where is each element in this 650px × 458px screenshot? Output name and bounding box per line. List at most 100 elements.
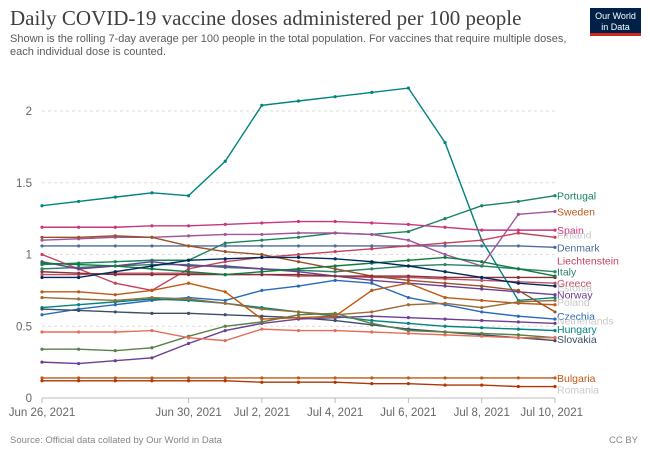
series-point[interactable]	[77, 290, 81, 294]
series-point[interactable]	[296, 376, 301, 380]
series-point[interactable]	[40, 275, 44, 280]
series-point[interactable]	[443, 262, 447, 267]
series-point[interactable]	[223, 301, 227, 305]
series-point[interactable]	[77, 267, 81, 271]
series-point[interactable]	[40, 261, 44, 265]
series-point[interactable]	[260, 244, 264, 248]
series-point[interactable]	[40, 267, 44, 271]
series-point[interactable]	[516, 281, 520, 285]
series-point[interactable]	[553, 293, 557, 297]
series-point[interactable]	[260, 221, 264, 225]
series-point[interactable]	[406, 238, 411, 242]
series-point[interactable]	[406, 281, 411, 285]
series-point[interactable]	[553, 339, 557, 343]
series-point[interactable]	[333, 376, 337, 380]
series-point[interactable]	[443, 241, 447, 245]
series-point[interactable]	[370, 260, 374, 264]
series-point[interactable]	[553, 194, 557, 198]
series-point[interactable]	[443, 295, 447, 300]
series-point[interactable]	[406, 303, 411, 307]
series-point[interactable]	[186, 379, 191, 383]
series-end-label[interactable]: Denmark	[557, 242, 600, 254]
series-end-label[interactable]: Sweden	[557, 206, 595, 218]
series-point[interactable]	[186, 264, 191, 268]
series-point[interactable]	[223, 257, 227, 261]
series-point[interactable]	[516, 231, 520, 235]
series-point[interactable]	[113, 273, 117, 277]
series-point[interactable]	[296, 284, 301, 288]
series-point[interactable]	[406, 376, 411, 380]
series-point[interactable]	[77, 376, 81, 380]
series-point[interactable]	[186, 273, 191, 277]
series-end-label[interactable]: Bulgaria	[557, 373, 596, 385]
series-point[interactable]	[516, 275, 520, 280]
series-line[interactable]	[41, 315, 556, 365]
series-point[interactable]	[333, 250, 337, 254]
series-point[interactable]	[260, 267, 264, 271]
series-point[interactable]	[186, 341, 191, 346]
series-point[interactable]	[260, 380, 264, 384]
series-point[interactable]	[443, 281, 447, 285]
series-point[interactable]	[150, 295, 154, 300]
series-point[interactable]	[480, 318, 484, 323]
series-point[interactable]	[77, 235, 81, 239]
series-point[interactable]	[296, 244, 301, 248]
series-point[interactable]	[370, 232, 374, 237]
series-point[interactable]	[260, 376, 264, 380]
series-point[interactable]	[40, 270, 44, 274]
series-end-label[interactable]: Poland	[557, 297, 590, 309]
license-note[interactable]: CC BY	[608, 435, 638, 446]
series-point[interactable]	[113, 376, 117, 380]
series-point[interactable]	[443, 217, 447, 221]
series-point[interactable]	[406, 328, 411, 333]
series-point[interactable]	[333, 244, 337, 248]
series-point[interactable]	[260, 320, 264, 324]
series-point[interactable]	[40, 307, 44, 311]
series-point[interactable]	[150, 273, 154, 277]
series-point[interactable]	[553, 317, 557, 321]
series-point[interactable]	[480, 244, 484, 248]
series-point[interactable]	[260, 273, 264, 277]
series-point[interactable]	[296, 252, 301, 257]
series-point[interactable]	[296, 260, 301, 264]
series-point[interactable]	[77, 303, 81, 307]
series-point[interactable]	[406, 274, 411, 278]
series-point[interactable]	[553, 270, 557, 274]
series-point[interactable]	[370, 267, 374, 271]
series-point[interactable]	[333, 318, 337, 323]
owid-logo[interactable]: Our World in Data	[590, 8, 641, 36]
series-point[interactable]	[223, 290, 227, 294]
series-end-label[interactable]: Romania	[557, 384, 599, 396]
series-point[interactable]	[260, 232, 264, 237]
series-point[interactable]	[186, 297, 191, 301]
series-point[interactable]	[223, 159, 227, 163]
series-end-label[interactable]: Greece	[557, 278, 592, 290]
series-point[interactable]	[370, 310, 374, 314]
series-point[interactable]	[480, 264, 484, 268]
series-point[interactable]	[480, 278, 484, 282]
series-point[interactable]	[150, 267, 154, 271]
series-point[interactable]	[516, 336, 520, 340]
series-point[interactable]	[186, 281, 191, 285]
series-point[interactable]	[260, 307, 264, 311]
series-point[interactable]	[516, 327, 520, 331]
series-point[interactable]	[77, 330, 81, 334]
series-point[interactable]	[186, 234, 191, 238]
series-point[interactable]	[113, 264, 117, 268]
series-point[interactable]	[553, 228, 557, 232]
series-point[interactable]	[223, 264, 227, 268]
series-end-label[interactable]: Slovakia	[557, 334, 597, 346]
series-point[interactable]	[443, 275, 447, 280]
series-point[interactable]	[113, 359, 117, 363]
series-point[interactable]	[516, 267, 520, 271]
series-point[interactable]	[260, 270, 264, 274]
series-point[interactable]	[77, 262, 81, 267]
series-labels[interactable]: Portugal Sweden SpainFinlandDenmarkLiechte…	[557, 191, 619, 397]
series-point[interactable]	[406, 382, 411, 386]
series-point[interactable]	[113, 349, 117, 353]
series-point[interactable]	[186, 311, 191, 315]
series-point[interactable]	[370, 314, 374, 318]
series-point[interactable]	[443, 255, 447, 259]
series-point[interactable]	[553, 376, 557, 380]
series-point[interactable]	[443, 244, 447, 248]
